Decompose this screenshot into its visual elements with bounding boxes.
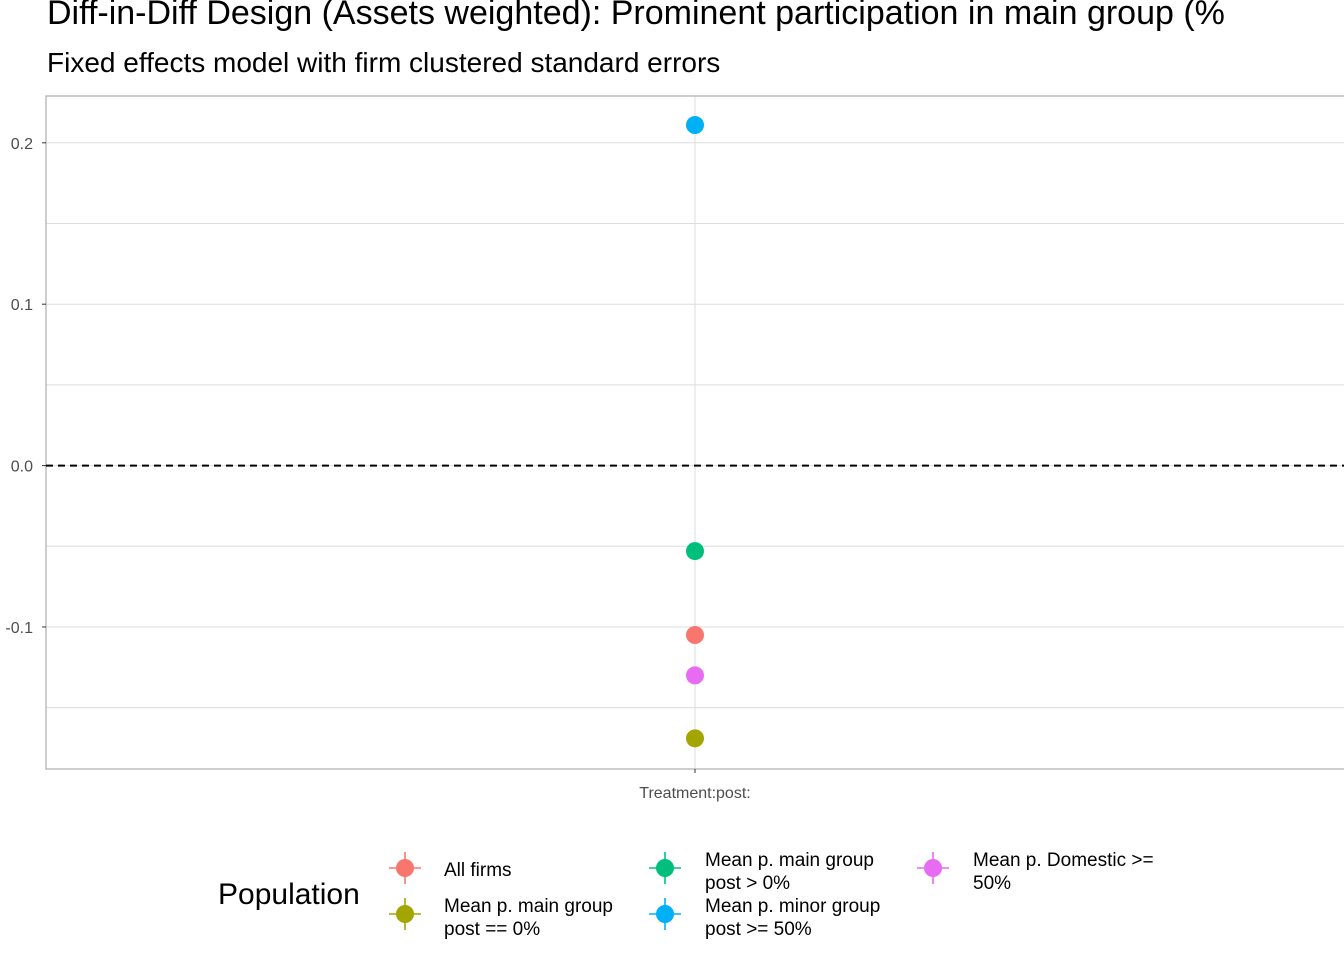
legend-label-line: post >= 50% [705,919,812,940]
chart-title: Diff-in-Diff Design (Assets weighted): P… [47,0,1225,32]
legend-label-line: post == 0% [444,919,540,940]
legend-label-line: All firms [444,860,512,881]
legend-label: All firms [444,860,512,881]
legend-label-line: Mean p. minor group [705,896,880,917]
legend-label-line: 50% [973,873,1011,894]
legend-item: Mean p. Domestic >= 50% [917,850,1154,894]
axis-labels: 0.2 0.1 0.0 -0.1 Treatment:post: [5,136,750,802]
x-tick-label: Treatment:post: [639,785,750,802]
legend-label-line: Mean p. main group [705,850,874,871]
plot-panel-border [45,95,1344,770]
legend-label: Mean p. minor group post >= 50% [705,896,880,940]
data-point [686,729,704,748]
y-tick-label: 0.1 [11,297,33,314]
legend-key-point [656,905,674,923]
data-point [686,116,704,135]
legend-title: Population [218,878,360,911]
data-point [686,666,704,685]
legend-item: All firms [389,852,512,884]
chart-subtitle: Fixed effects model with firm clustered … [47,47,721,78]
data-point [686,542,704,561]
legend-item: Mean p. main group post == 0% [389,896,613,940]
legend-label: Mean p. main group post > 0% [705,850,874,894]
data-points [686,116,704,748]
legend-item: Mean p. minor group post >= 50% [649,896,880,940]
y-tick-label: 0.0 [11,459,33,476]
legend-key-point [396,859,414,877]
legend-key-point [656,859,674,877]
data-point [686,626,704,645]
legend-label-line: post > 0% [705,873,790,894]
legend-label-line: Mean p. main group [444,896,613,917]
legend-item: Mean p. main group post > 0% [649,850,874,894]
y-tick-label: 0.2 [11,136,33,153]
legend-key-point [924,859,942,877]
legend-label: Mean p. Domestic >= 50% [973,850,1154,894]
legend-label-line: Mean p. Domestic >= [973,850,1154,871]
legend-key-point [396,905,414,923]
legend-label: Mean p. main group post == 0% [444,896,613,940]
y-tick-label: -0.1 [5,620,33,637]
